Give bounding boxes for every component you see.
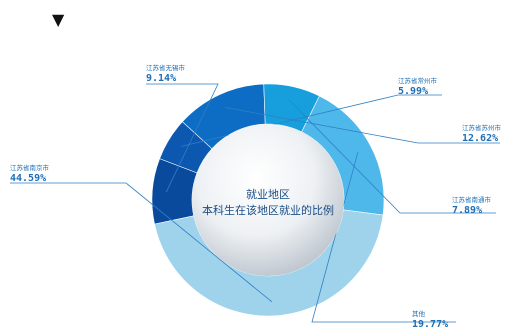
slice-value-label-1: 9.14% bbox=[146, 73, 176, 84]
section-marker-icon: ▼ bbox=[52, 10, 65, 29]
slice-name-label-3: 江苏省苏州市 bbox=[462, 123, 502, 132]
slice-name-label-6: 江苏省南京市 bbox=[10, 163, 50, 172]
slice-name-label-4: 江苏省南通市 bbox=[452, 195, 492, 204]
slice-name-label-5: 其他 bbox=[412, 309, 426, 318]
slice-value-label-6: 44.59% bbox=[10, 173, 46, 184]
slice-value-label-2: 5.99% bbox=[398, 86, 428, 97]
leader-line-6 bbox=[10, 182, 273, 303]
slice-value-label-5: 19.77% bbox=[412, 319, 448, 330]
center-title: 就业地区 bbox=[246, 187, 290, 201]
donut-center bbox=[192, 124, 344, 276]
slice-value-label-3: 12.62% bbox=[462, 133, 498, 144]
slice-value-label-4: 7.89% bbox=[452, 205, 482, 216]
leader-line-3 bbox=[225, 107, 500, 144]
slice-name-label-1: 江苏省无锡市 bbox=[146, 63, 186, 72]
slice-name-label-2: 江苏省常州市 bbox=[398, 76, 438, 85]
leader-line-1 bbox=[146, 83, 219, 193]
center-subtitle: 本科生在该地区就业的比例 bbox=[202, 203, 334, 217]
leader-line-4 bbox=[289, 99, 496, 214]
